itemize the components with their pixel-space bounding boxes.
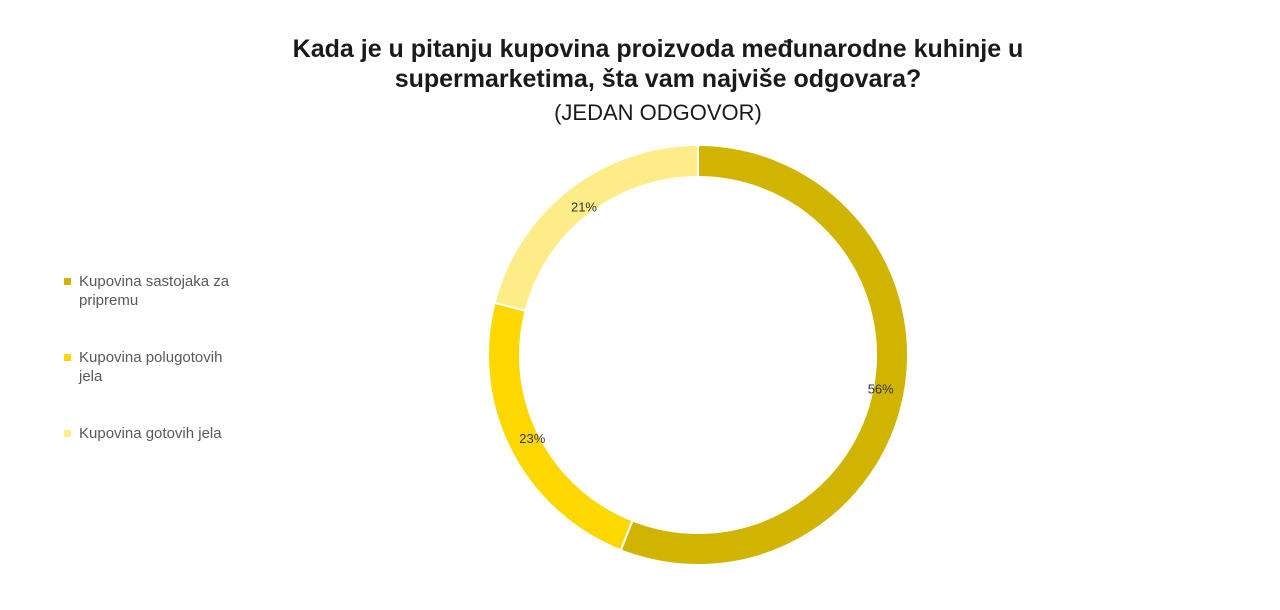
chart-title: Kada je u pitanju kupovina proizvoda međ… <box>292 35 1024 93</box>
legend-item: Kupovina sastojaka za pripremu <box>64 272 239 310</box>
legend-label: Kupovina gotovih jela <box>79 425 222 442</box>
donut-slice <box>619 143 909 566</box>
legend-label: Kupovina sastojaka za pripremu <box>79 273 230 309</box>
legend-swatch <box>64 354 71 361</box>
legend-item: Kupovina polugotovih jela <box>64 348 239 386</box>
donut-slice <box>493 143 699 312</box>
data-label: 21% <box>571 199 597 214</box>
legend-swatch <box>64 278 71 285</box>
legend-label: Kupovina polugotovih jela <box>79 349 223 385</box>
data-label: 23% <box>519 431 545 446</box>
legend: Kupovina sastojaka za pripremu Kupovina p… <box>64 272 239 481</box>
legend-swatch <box>64 430 71 437</box>
donut-slice <box>487 301 634 552</box>
data-label: 56% <box>868 381 894 396</box>
chart-subtitle: (JEDAN ODGOVOR) <box>554 100 762 125</box>
legend-item: Kupovina gotovih jela <box>64 424 239 443</box>
